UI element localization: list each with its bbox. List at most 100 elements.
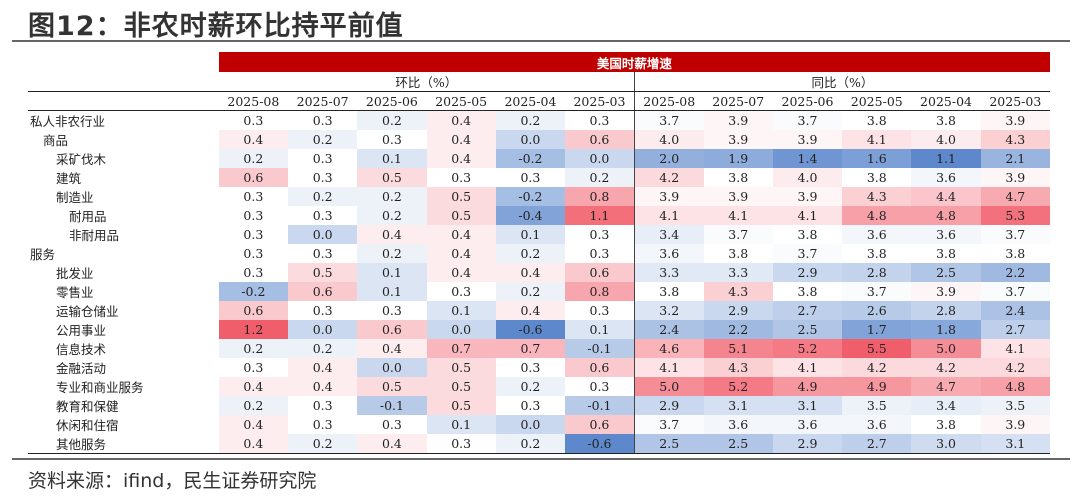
yoy-cell: 2.8 bbox=[842, 263, 912, 283]
yoy-cell: 3.7 bbox=[842, 282, 912, 302]
mom-cell: -0.6 bbox=[565, 434, 635, 455]
mom-cell: 0.6 bbox=[288, 282, 358, 302]
mom-cell: 0.1 bbox=[565, 320, 635, 340]
mom-cell: 0.6 bbox=[565, 358, 635, 378]
yoy-cell: 2.5 bbox=[703, 434, 773, 455]
yoy-cell: 3.0 bbox=[911, 434, 981, 455]
mom-cell: 0.3 bbox=[288, 244, 358, 264]
yoy-cell: 2.9 bbox=[703, 301, 773, 321]
mom-cell: -0.6 bbox=[495, 320, 566, 340]
mom-cell: -0.1 bbox=[565, 396, 635, 416]
group-header-blank bbox=[28, 72, 219, 92]
mom-cell: 0.2 bbox=[288, 434, 358, 455]
yoy-cell: 1.1 bbox=[911, 149, 981, 169]
row-label: 休闲和住宿 bbox=[56, 418, 119, 434]
mom-cell: 0.3 bbox=[218, 225, 288, 245]
yoy-cell: 2.2 bbox=[980, 263, 1050, 283]
row-label: 信息技术 bbox=[56, 342, 107, 358]
mom-cell: 0.3 bbox=[288, 206, 358, 226]
mom-cell: 0.7 bbox=[495, 339, 566, 359]
yoy-cell: 4.0 bbox=[634, 130, 704, 150]
mom-cell: 0.4 bbox=[218, 415, 288, 435]
mom-cell: 0.4 bbox=[426, 149, 496, 169]
yoy-cell: 2.7 bbox=[980, 320, 1050, 340]
mom-cell: 0.2 bbox=[288, 339, 358, 359]
yoy-cell: 3.7 bbox=[772, 244, 843, 264]
yoy-cell: 4.0 bbox=[911, 130, 981, 150]
row-label: 商品 bbox=[43, 133, 69, 149]
yoy-cell: 5.0 bbox=[911, 339, 981, 359]
yoy-cell: 3.9 bbox=[911, 282, 981, 302]
yoy-cell: 4.3 bbox=[980, 130, 1050, 150]
table-row: 制造业 0.3 0.2 0.2 0.5 -0.2 0.8 3.9 3.9 3.9 4.3 4.4 4.7 bbox=[28, 187, 1050, 207]
row-label: 金融活动 bbox=[56, 361, 107, 377]
yoy-cell: 3.8 bbox=[980, 244, 1050, 264]
table-row: 教育和保健 0.2 0.3 -0.1 0.5 0.3 -0.1 2.9 3.1 3.1 3.5 3.4… bbox=[28, 396, 1050, 416]
mom-cell: 0.6 bbox=[565, 263, 635, 283]
table-row: 运输仓储业 0.6 0.3 0.3 0.1 0.4 0.3 3.2 2.9 2.7 2.6 2.8 2.… bbox=[28, 301, 1050, 321]
yoy-cell: 4.0 bbox=[772, 168, 843, 188]
column-header: 2025-08 bbox=[218, 91, 288, 112]
column-header: 2025-03 bbox=[980, 91, 1050, 112]
mom-cell: 0.1 bbox=[426, 301, 496, 321]
mom-cell: 0.3 bbox=[426, 434, 496, 455]
yoy-cell: 3.6 bbox=[911, 225, 981, 245]
yoy-cell: 3.6 bbox=[842, 225, 912, 245]
yoy-cell: 3.5 bbox=[980, 396, 1050, 416]
yoy-cell: 4.1 bbox=[842, 130, 912, 150]
mom-cell: 0.6 bbox=[565, 130, 635, 150]
mom-cell: 0.2 bbox=[357, 110, 427, 131]
mom-cell: 0.3 bbox=[565, 225, 635, 245]
mom-cell: 0.4 bbox=[426, 130, 496, 150]
yoy-cell: 3.6 bbox=[911, 168, 981, 188]
yoy-cell: 2.5 bbox=[911, 263, 981, 283]
mom-cell: 0.6 bbox=[357, 320, 427, 340]
column-header: 2025-05 bbox=[426, 91, 496, 112]
mom-cell: 0.3 bbox=[495, 358, 566, 378]
yoy-cell: 3.8 bbox=[842, 168, 912, 188]
mom-cell: 0.2 bbox=[218, 396, 288, 416]
mom-cell: 0.3 bbox=[288, 301, 358, 321]
mom-cell: 0.2 bbox=[357, 187, 427, 207]
yoy-cell: 3.6 bbox=[772, 415, 843, 435]
mom-cell: 0.3 bbox=[495, 396, 566, 416]
column-header: 2025-03 bbox=[565, 91, 635, 112]
mom-cell: 1.2 bbox=[218, 320, 288, 340]
column-header: 2025-06 bbox=[772, 91, 843, 112]
yoy-cell: 5.1 bbox=[703, 339, 773, 359]
mom-cell: 0.5 bbox=[426, 187, 496, 207]
mom-cell: 0.2 bbox=[495, 377, 566, 397]
mom-cell: 0.1 bbox=[357, 263, 427, 283]
mom-cell: 0.0 bbox=[495, 130, 566, 150]
yoy-cell: 3.7 bbox=[772, 110, 843, 131]
yoy-cell: 3.8 bbox=[634, 282, 704, 302]
yoy-cell: 4.2 bbox=[911, 358, 981, 378]
mom-cell: 0.2 bbox=[495, 434, 566, 455]
yoy-cell: 4.1 bbox=[634, 358, 704, 378]
table-row: 耐用品 0.3 0.3 0.2 0.5 -0.4 1.1 4.1 4.1 4.1 4.8 4.8 5.3 bbox=[28, 206, 1050, 226]
mom-cell: 0.5 bbox=[357, 168, 427, 188]
yoy-cell: 3.4 bbox=[911, 396, 981, 416]
yoy-cell: 2.9 bbox=[634, 396, 704, 416]
yoy-cell: 2.8 bbox=[911, 301, 981, 321]
mom-cell: 0.3 bbox=[288, 415, 358, 435]
mom-cell: 0.3 bbox=[565, 110, 635, 131]
figure-title: 图12：非农时薪环比持平前值 bbox=[28, 11, 404, 42]
yoy-cell: 4.6 bbox=[634, 339, 704, 359]
mom-cell: 0.2 bbox=[218, 339, 288, 359]
yoy-cell: 3.9 bbox=[703, 110, 773, 131]
yoy-cell: 3.9 bbox=[980, 415, 1050, 435]
yoy-cell: 3.3 bbox=[703, 263, 773, 283]
mom-cell: 0.2 bbox=[565, 168, 635, 188]
yoy-cell: 4.3 bbox=[703, 358, 773, 378]
yoy-cell: 3.8 bbox=[842, 244, 912, 264]
mom-cell: 0.0 bbox=[565, 149, 635, 169]
column-header: 2025-08 bbox=[634, 91, 704, 112]
group-header-mom: 环比（%） bbox=[218, 72, 635, 92]
mom-cell: 0.4 bbox=[495, 301, 566, 321]
wage-growth-table: 美国时薪增速 环比（%） 同比（%） 2025-08 2025-07 2025-06… bbox=[28, 52, 1050, 455]
heatmap-table-container: 美国时薪增速 环比（%） 同比（%） 2025-08 2025-07 2025-06… bbox=[28, 52, 1050, 455]
yoy-cell: 3.8 bbox=[703, 168, 773, 188]
yoy-cell: 4.8 bbox=[911, 206, 981, 226]
table-banner: 美国时薪增速 bbox=[218, 52, 1050, 72]
